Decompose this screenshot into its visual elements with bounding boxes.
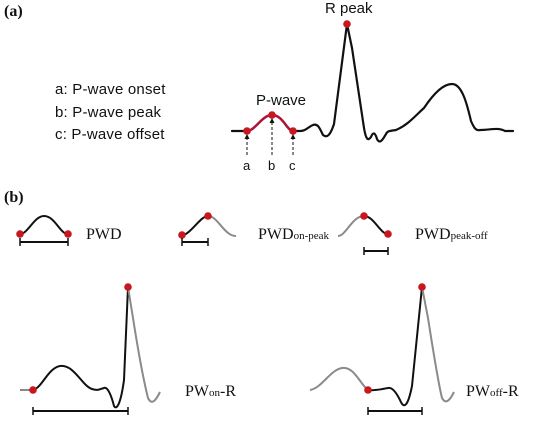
measure-pwd-peak-off-sub: peak-off bbox=[450, 230, 488, 242]
measure-pw-on-r-suffix: -R bbox=[220, 383, 236, 400]
pw-off-r-offset-marker bbox=[364, 386, 372, 394]
pw-off-r-glyph bbox=[309, 283, 455, 415]
pwd-peak-off-wave-grey bbox=[337, 215, 365, 237]
pw-on-r-onset-marker bbox=[29, 386, 37, 394]
legend-item-peak: b: P-wave peak bbox=[55, 104, 162, 121]
pw-off-r-rpeak-marker bbox=[418, 283, 426, 291]
measure-pw-on-r-main: PW bbox=[185, 383, 209, 400]
pw-on-r-trace-black bbox=[32, 286, 129, 409]
measure-pwd-peak-off-main: PWD bbox=[415, 226, 451, 243]
pw-off-r-trace-grey-end bbox=[421, 286, 455, 403]
pw-off-r-trace-grey-start bbox=[309, 366, 369, 391]
ecg-beat-a bbox=[230, 20, 515, 155]
pwd-peak-off-wave-black bbox=[363, 215, 389, 235]
pointer-c-arrow bbox=[290, 134, 296, 139]
p-wave-label: P-wave bbox=[256, 92, 307, 109]
pwd-peak-off-peak-marker bbox=[360, 212, 368, 220]
measure-pwd-on-peak: PWDon-peak bbox=[258, 226, 329, 244]
measure-pwd: PWD bbox=[86, 226, 122, 244]
point-letter-a: a bbox=[243, 158, 251, 173]
pwd-on-peak-onset-marker bbox=[178, 231, 186, 239]
measure-pw-on-r: PWon-R bbox=[185, 383, 236, 401]
legend-item-offset: c: P-wave offset bbox=[55, 126, 165, 143]
measure-pwd-on-peak-main: PWD bbox=[258, 226, 294, 243]
r-peak-marker bbox=[343, 20, 351, 28]
measure-pw-on-r-sub: on bbox=[209, 387, 220, 399]
measure-pwd-peak-off: PWDpeak-off bbox=[415, 226, 488, 244]
pw-on-r-rpeak-marker bbox=[124, 283, 132, 291]
measure-pwd-main: PWD bbox=[86, 226, 122, 243]
p-onset-marker bbox=[243, 127, 251, 135]
measure-pw-off-r-suffix: -R bbox=[502, 383, 519, 400]
p-offset-marker bbox=[289, 127, 297, 135]
measure-pw-off-r: PWoff-R bbox=[466, 383, 519, 401]
measure-pwd-on-peak-sub: on-peak bbox=[293, 230, 329, 242]
measure-pw-off-r-main: PW bbox=[466, 383, 490, 400]
pointer-b-arrow bbox=[269, 118, 275, 123]
pwd-on-peak-glyph bbox=[178, 212, 237, 246]
pwd-offset-marker bbox=[64, 230, 72, 238]
pw-on-r-trace-grey bbox=[127, 286, 161, 403]
point-letter-b: b bbox=[268, 158, 276, 173]
point-letter-c: c bbox=[289, 158, 296, 173]
pwd-onset-marker bbox=[16, 230, 24, 238]
panel-b-label: (b) bbox=[4, 189, 24, 206]
p-peak-marker bbox=[268, 111, 276, 119]
pw-on-r-glyph bbox=[20, 283, 161, 415]
pwd-on-peak-wave-grey bbox=[207, 215, 237, 237]
measure-pw-off-r-sub: off bbox=[490, 387, 503, 399]
ecg-trace-a bbox=[230, 22, 515, 143]
panel-a-label: (a) bbox=[4, 3, 23, 20]
pwd-glyph bbox=[16, 214, 72, 246]
pwd-peak-off-offset-marker bbox=[384, 230, 392, 238]
r-peak-label: R peak bbox=[325, 0, 373, 17]
pwd-wave bbox=[19, 214, 69, 235]
pw-off-r-trace-black bbox=[367, 286, 423, 407]
pwd-peak-off-glyph bbox=[337, 212, 392, 255]
pointer-a-arrow bbox=[244, 134, 250, 139]
legend-item-onset: a: P-wave onset bbox=[55, 81, 166, 98]
pwd-on-peak-peak-marker bbox=[204, 212, 212, 220]
